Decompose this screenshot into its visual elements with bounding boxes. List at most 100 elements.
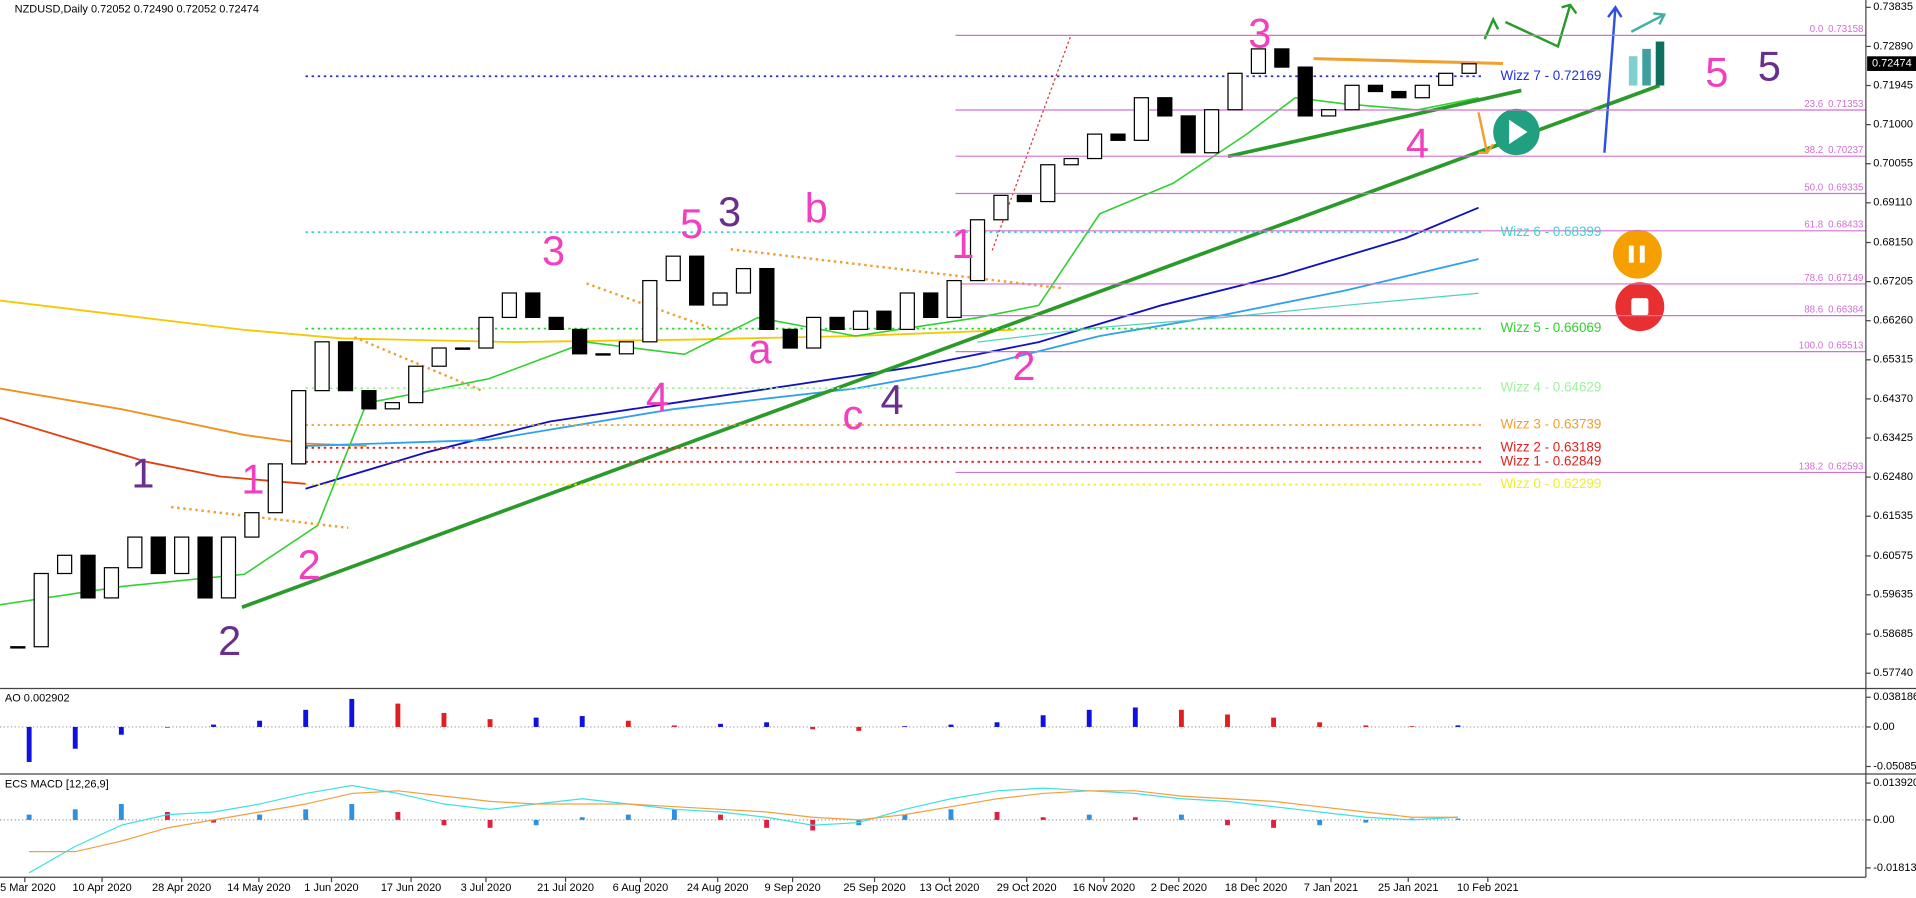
histogram-bar (625, 720, 631, 727)
candle-body (127, 536, 143, 569)
fib-ratio: 78.6 (1804, 272, 1823, 283)
dotted-line (730, 248, 1064, 290)
histogram-bar (994, 722, 1000, 727)
signal-line (29, 790, 1458, 853)
histogram-bar (994, 811, 1000, 820)
candle-body (1367, 84, 1384, 93)
x-tick-label: 6 Aug 2020 (613, 882, 669, 894)
y-tick-label: -0.0181397 (1873, 862, 1916, 874)
wizz-label: Wizz 3 - 0.63739 (1501, 417, 1602, 432)
x-tick-label: 21 Jul 2020 (537, 882, 594, 894)
arrow (1483, 3, 1578, 49)
wizz-label: Wizz 2 - 0.63189 (1501, 439, 1602, 454)
candle-body (244, 512, 260, 538)
histogram-bar (1317, 722, 1323, 727)
x-tick-label: 29 Oct 2020 (997, 882, 1057, 894)
fib-price: 0.70237 (1828, 145, 1863, 156)
histogram-bar (211, 819, 216, 823)
candle-body (1016, 194, 1032, 203)
candle-body (267, 463, 283, 514)
ma-yellow (0, 299, 1015, 344)
wizz-label: Wizz 0 - 0.62299 (1501, 476, 1602, 491)
drawings (170, 3, 1667, 609)
histogram-bar (487, 819, 493, 828)
candle-body (1274, 48, 1290, 68)
wave-label: 3 (542, 227, 565, 274)
wave-label: 4 (1406, 120, 1429, 167)
pane-title: AO 0.002902 (5, 693, 70, 705)
x-tick-label: 7 Jan 2021 (1304, 882, 1358, 894)
y-tick-label: 0.60575 (1873, 550, 1913, 562)
x-tick-label: 25 Sep 2020 (843, 882, 905, 894)
wave-label: 1 (241, 456, 264, 503)
histogram-bar (1040, 817, 1046, 820)
resistance-line (1313, 57, 1504, 66)
stop-icon (1631, 298, 1649, 316)
x-tick-label: 1 Jun 2020 (304, 882, 358, 894)
candle-body (899, 292, 915, 331)
fib-price: 0.73158 (1828, 24, 1863, 35)
candle-body (665, 255, 681, 282)
x-tick-label: 14 May 2020 (227, 882, 291, 894)
candle-body (525, 292, 541, 319)
histogram-bar (349, 804, 355, 820)
dotted-line (353, 336, 484, 393)
histogram-bar (257, 720, 263, 727)
fib-ratio: 50.0 (1804, 182, 1824, 193)
y-tick-label: 0.038186 (1873, 691, 1916, 703)
fib-price: 0.67149 (1828, 272, 1863, 283)
wave-label: 2 (1012, 342, 1035, 389)
histogram-bar (856, 726, 862, 731)
histogram-bar (1178, 814, 1184, 820)
histogram-bar (257, 814, 263, 820)
histogram-bar (26, 726, 32, 762)
candle-body (1297, 66, 1313, 117)
pause-icon (1612, 229, 1662, 279)
x-tick-label: 10 Apr 2020 (72, 882, 131, 894)
histogram-bar (441, 819, 447, 826)
histogram-bar (1086, 814, 1092, 820)
fib-label: 50.0 0.69335 (1804, 182, 1864, 193)
x-tick-label: 24 Aug 2020 (687, 882, 749, 894)
y-tick-label: 0.69110 (1873, 197, 1912, 209)
icon-bar (1628, 56, 1638, 86)
wave-label: 3 (718, 188, 741, 235)
histogram-bar (764, 819, 770, 828)
candle-body (571, 328, 588, 355)
y-tick-label: 0.71945 (1873, 79, 1913, 91)
candle-body (923, 292, 939, 319)
candle-body (1461, 63, 1477, 74)
histogram-bar (533, 717, 539, 727)
y-tick-label: 0.00 (1873, 814, 1894, 826)
wizz-label: Wizz 6 - 0.68399 (1501, 224, 1602, 239)
candle-body (501, 292, 518, 319)
histogram-bar (718, 723, 723, 727)
candle-body (1414, 84, 1430, 99)
histogram-bar (1363, 725, 1369, 727)
histogram-bar (1178, 709, 1184, 727)
candle-body (782, 328, 798, 349)
candle-body (454, 347, 471, 350)
candle-body (759, 267, 775, 331)
arrow (1630, 12, 1667, 33)
candle-body (1344, 84, 1360, 111)
candle-body (1227, 72, 1243, 111)
histogram-bar (1317, 819, 1323, 826)
x-tick-label: 25 Jan 2021 (1378, 882, 1438, 894)
candle-body (1133, 97, 1150, 141)
candle-body (150, 536, 166, 575)
pause-icon (1628, 245, 1634, 263)
candle-body (337, 341, 354, 392)
x-tick-label: 28 Apr 2020 (152, 882, 211, 894)
histogram-bar (1040, 715, 1046, 727)
candle-body (478, 316, 494, 349)
histogram-bar (441, 712, 447, 727)
wave-label: 2 (218, 617, 241, 664)
candle-body (735, 267, 752, 294)
candle-body (1438, 72, 1454, 86)
candle-body (1157, 97, 1173, 117)
y-tick-label: 0.66260 (1873, 315, 1913, 327)
candle-body (876, 310, 892, 331)
histogram-bar (1225, 714, 1230, 727)
